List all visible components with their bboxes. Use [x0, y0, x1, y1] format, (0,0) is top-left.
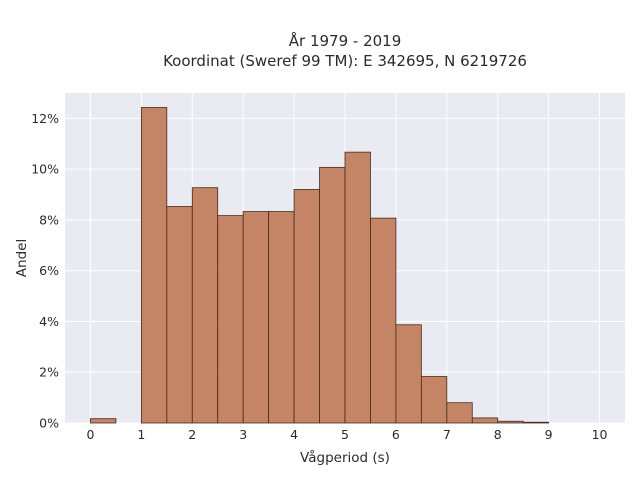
x-tick-label: 2: [188, 427, 196, 442]
x-tick-label: 7: [443, 427, 451, 442]
histogram-bar: [420, 376, 448, 424]
histogram-bar: [497, 420, 524, 424]
x-tick-label: 10: [592, 427, 608, 442]
histogram-bar: [217, 215, 244, 424]
x-tick-label: 5: [341, 427, 349, 442]
x-tick-label: 4: [290, 427, 298, 442]
y-tick-label: 6%: [39, 263, 59, 278]
x-tick-label: 1: [137, 427, 145, 442]
chart-subtitle: Koordinat (Sweref 99 TM): E 342695, N 62…: [163, 52, 527, 70]
x-tick-label: 0: [86, 427, 94, 442]
histogram-bar: [242, 211, 270, 424]
x-tick-label: 9: [545, 427, 553, 442]
histogram-bar: [471, 417, 499, 424]
y-tick-label: 0%: [39, 416, 59, 431]
y-tick-label: 8%: [39, 212, 59, 227]
y-tick-label: 12%: [31, 111, 59, 126]
histogram-bar: [191, 187, 219, 424]
histogram-bar: [268, 211, 295, 424]
y-axis-label: Andel: [14, 239, 30, 277]
chart-title: År 1979 - 2019: [289, 31, 402, 50]
x-tick-label: 3: [239, 427, 247, 442]
histogram-bar: [293, 189, 320, 424]
histogram-bar: [140, 107, 168, 424]
x-tick-labels: 0 1 2 3 4 5 6 7 8 9 10: [86, 427, 607, 442]
histogram-bar: [319, 166, 346, 424]
histogram-bar: [90, 418, 117, 424]
histogram-bar: [446, 402, 473, 424]
histogram-bar: [166, 206, 193, 424]
histogram-bar: [344, 151, 371, 424]
histogram-bar: [395, 324, 422, 424]
x-axis-label: Vågperiod (s): [300, 449, 390, 466]
y-tick-label: 2%: [39, 365, 59, 380]
y-tick-label: 4%: [39, 314, 59, 329]
y-tick-label: 10%: [31, 162, 59, 177]
histogram-bar: [522, 421, 550, 424]
y-tick-labels: 0% 2% 4% 6% 8% 10% 12%: [31, 111, 59, 431]
histogram-bar: [370, 217, 397, 424]
x-tick-label: 6: [392, 427, 400, 442]
x-tick-label: 8: [494, 427, 502, 442]
bars: [90, 107, 550, 424]
